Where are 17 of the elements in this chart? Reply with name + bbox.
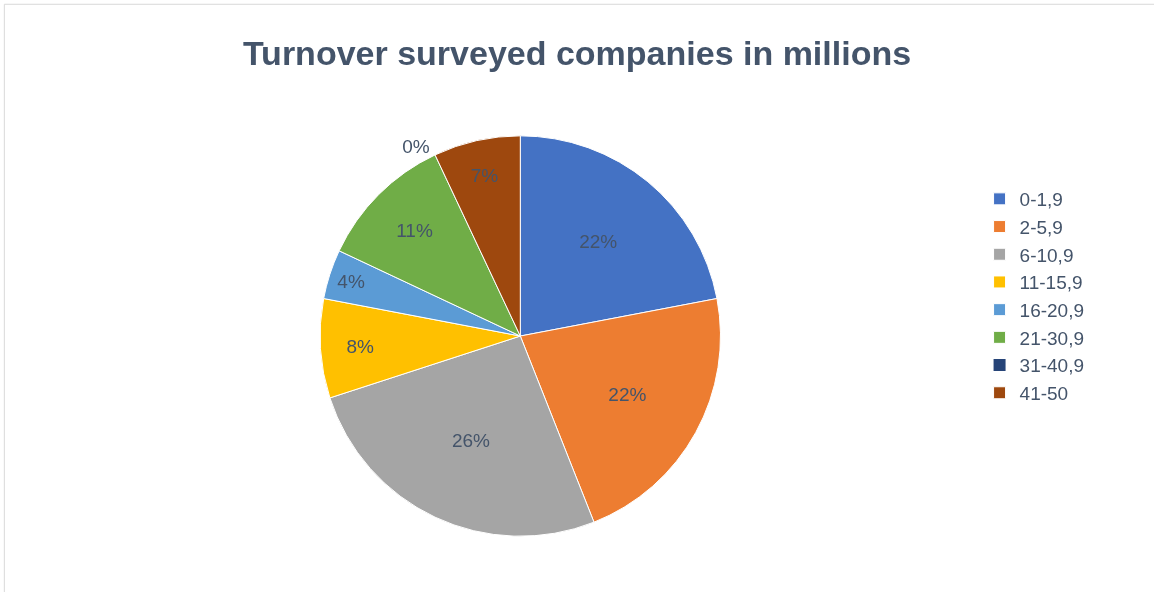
data-label: 22% bbox=[608, 384, 647, 406]
data-label: 26% bbox=[451, 430, 491, 452]
data-label: 4% bbox=[337, 270, 365, 292]
data-label: 22% bbox=[579, 231, 618, 253]
chart-title: Turnover surveyed companies in millions bbox=[242, 34, 912, 73]
legend-label: 6-10,9 bbox=[1019, 244, 1074, 266]
legend-label: 41-50 bbox=[1019, 383, 1069, 405]
data-label: 8% bbox=[346, 335, 375, 357]
legend-label: 21-30,9 bbox=[1019, 327, 1085, 349]
legend-label: 0-1,9 bbox=[1019, 189, 1063, 211]
legend-label: 31-40,9 bbox=[1019, 355, 1085, 377]
legend-label: 11-15,9 bbox=[1019, 272, 1083, 294]
text: 0% bbox=[402, 135, 430, 157]
data-label: 7% bbox=[470, 165, 499, 187]
legend-label: 2-5,9 bbox=[1019, 216, 1063, 238]
data-label: 11% bbox=[396, 219, 433, 241]
legend-label: 16-20,9 bbox=[1019, 300, 1085, 322]
